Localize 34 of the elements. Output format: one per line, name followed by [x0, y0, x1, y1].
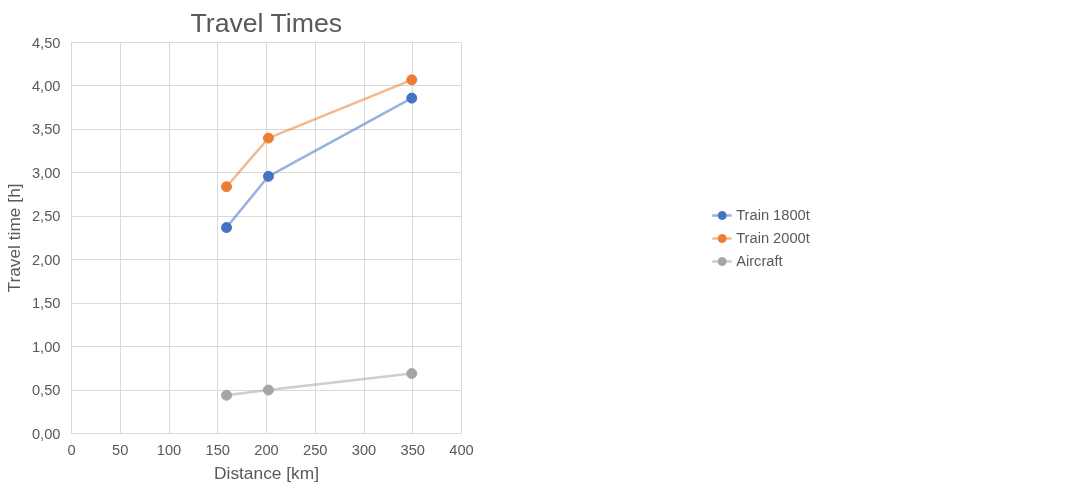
point	[221, 222, 233, 234]
x-tick-label: 100	[156, 441, 182, 458]
x-tick-label: 300	[351, 441, 377, 458]
y-tick-label: 1,00	[31, 338, 61, 355]
point	[406, 368, 418, 380]
x-tick-label: 150	[205, 441, 230, 458]
point	[221, 181, 233, 193]
x-tick-label: 0	[67, 441, 76, 458]
y-axis-title: Travel time [h]	[3, 183, 24, 293]
y-tick-label: 4,50	[31, 34, 61, 51]
y-tick-label: 2,00	[31, 251, 61, 268]
legend-label: Aircraft	[736, 252, 783, 269]
point	[262, 132, 274, 144]
chart-title: Travel Times	[190, 7, 343, 38]
y-tick-label: 1,50	[31, 295, 61, 312]
point	[221, 389, 233, 401]
point	[406, 92, 418, 104]
y-tick-label: 0,00	[31, 425, 61, 442]
y-tick-label: 2,50	[31, 208, 61, 225]
x-tick-label: 400	[449, 441, 474, 458]
y-tick-label: 3,50	[31, 121, 61, 138]
y-tick-label: 3,00	[31, 164, 61, 181]
x-tick-label: 250	[303, 441, 328, 458]
y-tick-label: 0,50	[31, 382, 61, 399]
y-tick-label: 4,00	[31, 77, 61, 94]
legend-label: Train 2000t	[736, 229, 810, 246]
point	[406, 74, 418, 86]
x-tick-label: 50	[112, 441, 129, 458]
x-axis-title: Distance [km]	[214, 462, 319, 483]
legend-label: Train 1800t	[736, 206, 810, 223]
x-tick-label: 350	[400, 441, 425, 458]
point	[262, 170, 274, 182]
point	[262, 384, 274, 396]
x-tick-label: 200	[254, 441, 279, 458]
